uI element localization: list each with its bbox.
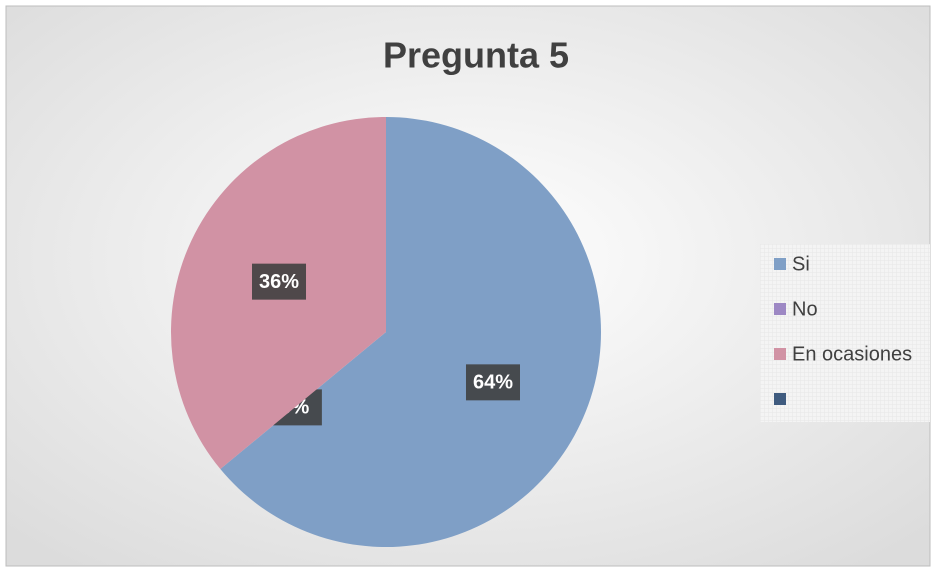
data-label-box xyxy=(252,263,307,300)
legend-swatch xyxy=(774,303,786,315)
pie-slice xyxy=(220,117,601,547)
legend-label: No xyxy=(792,298,818,320)
legend-label: En ocasiones xyxy=(792,343,912,365)
legend-label: Si xyxy=(792,253,810,275)
legend-swatch xyxy=(774,348,786,360)
data-label: 36% xyxy=(259,271,299,293)
chart-title: Pregunta 5 xyxy=(383,35,569,76)
data-label-box xyxy=(465,364,520,401)
legend-swatch xyxy=(774,393,786,405)
data-label: 64% xyxy=(473,372,513,394)
legend-box xyxy=(760,244,930,422)
legend-swatch xyxy=(774,258,786,270)
